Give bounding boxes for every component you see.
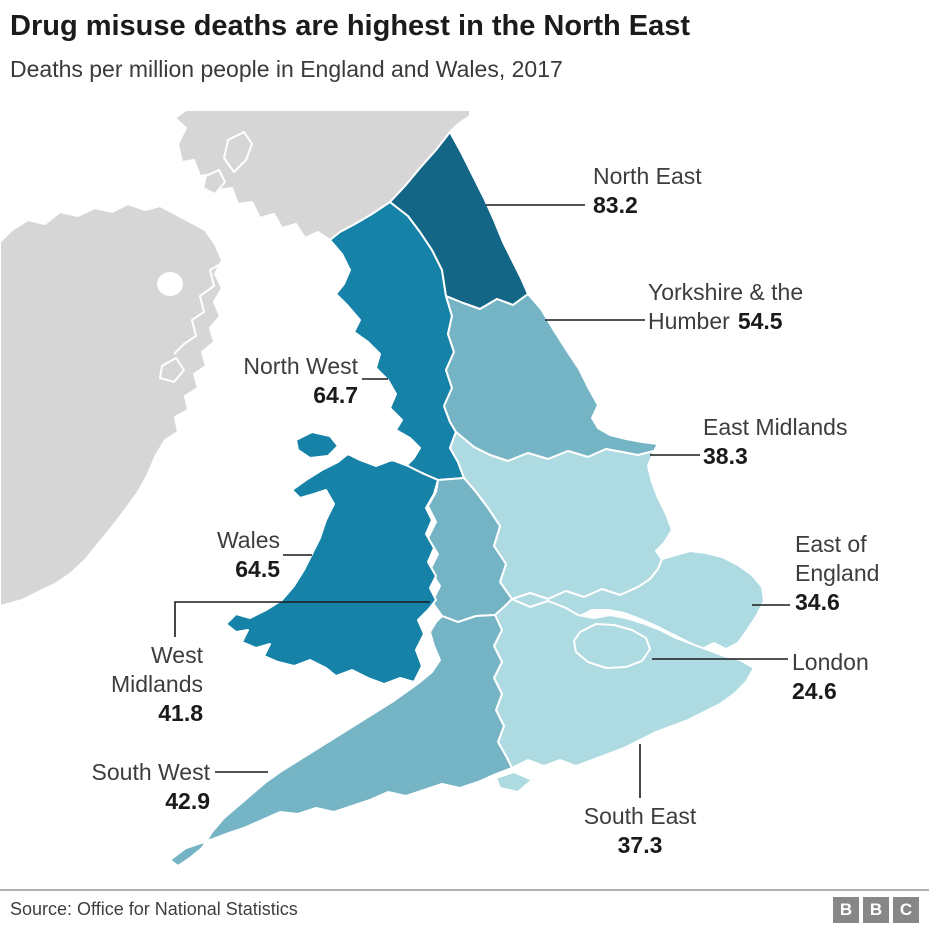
region-name: Wales [216,527,280,553]
choropleth-map: North East 83.2 Yorkshire & the Humber 54… [0,110,929,880]
region-wales [225,453,439,685]
region-name: Midlands [110,671,203,697]
leader-west-midlands [174,601,430,637]
region-name: South East [583,803,697,829]
bbc-logo-letter: B [863,896,889,923]
bbc-logo-letter: C [893,896,919,923]
region-name: North West [243,353,358,379]
page-subtitle: Deaths per million people in England and… [10,56,563,83]
label-east-midlands: East Midlands 38.3 [703,413,847,471]
scottish-island [223,131,253,173]
page-title: Drug misuse deaths are highest in the No… [10,10,691,42]
bbc-logo-letter: B [833,896,859,923]
lough-neagh-lake [157,272,183,296]
label-wales: Wales 64.5 [160,526,280,584]
region-value: 64.5 [235,556,280,582]
region-value: 38.3 [703,443,748,469]
region-value: 41.8 [158,700,203,726]
label-south-west: South West 42.9 [60,758,210,816]
region-value: 34.6 [795,589,840,615]
ni-ireland-border [173,261,225,355]
region-value: 54.5 [737,308,783,334]
irish-island [159,357,185,383]
region-name: South West [91,759,210,785]
region-name: East Midlands [703,414,848,440]
region-value: 37.3 [617,832,663,858]
map-canvas [0,110,790,867]
label-west-midlands: West Midlands 41.8 [85,641,203,728]
chart-footer: Source: Office for National Statistics B… [0,889,929,928]
label-south-east: South East 37.3 [563,802,717,860]
region-wales-anglesey [295,431,339,459]
region-south-west [169,614,513,867]
label-north-west: North West 64.7 [213,352,358,410]
region-london [573,623,651,669]
region-name: North East [593,163,702,189]
label-yorkshire-and-the-humber: Yorkshire & the Humber 54.5 [648,278,803,336]
region-name: East of [795,531,867,557]
region-value: 42.9 [165,788,210,814]
region-value: 24.6 [792,678,837,704]
label-north-east: North East 83.2 [593,162,702,220]
region-east-of-england [511,550,765,650]
region-yorkshire-and-the-humber [443,293,659,462]
source-attribution: Source: Office for National Statistics [10,899,298,919]
bbc-logo: B B C [833,896,919,923]
region-name: Humber [648,308,730,334]
region-name: London [792,649,869,675]
chart-header: Drug misuse deaths are highest in the No… [10,10,919,83]
label-london: London 24.6 [792,648,869,706]
region-south-east-isle-of-wight [495,771,533,793]
region-name: West [151,642,203,668]
label-east-of-england: East of England 34.6 [795,530,879,617]
ireland-landmass [0,203,223,607]
region-value: 64.7 [313,382,358,408]
scottish-island-small [202,169,226,195]
region-value: 83.2 [593,192,638,218]
region-name: Yorkshire & the [648,279,804,305]
region-name: England [795,560,880,586]
